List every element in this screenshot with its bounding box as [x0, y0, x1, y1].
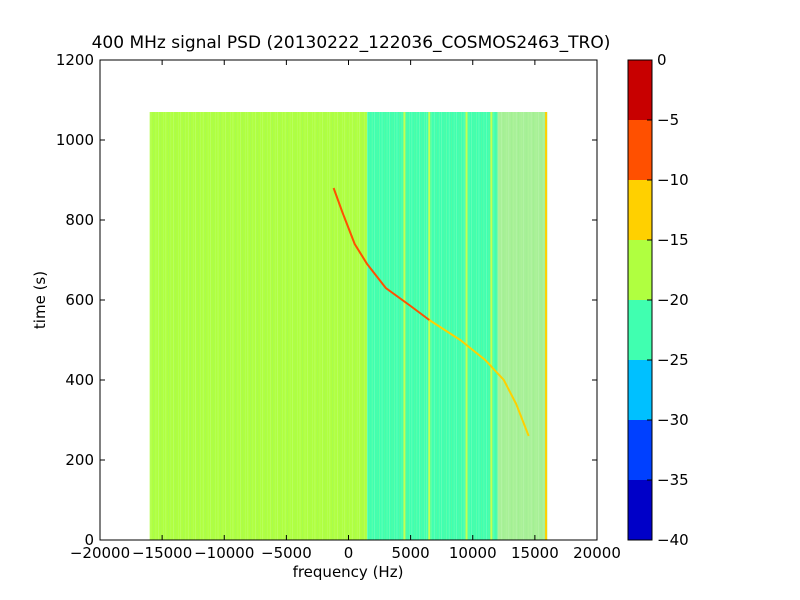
x-tick-label: −15000: [132, 544, 192, 562]
chart-title: 400 MHz signal PSD (20130222_122036_COSM…: [92, 33, 611, 53]
colorbar-swatch: [628, 180, 652, 240]
x-tick-label: −20000: [70, 544, 130, 562]
colorbar-swatch: [628, 300, 652, 360]
heatmap-band-1: [367, 112, 498, 540]
colorbar-tick-label: −20: [657, 291, 689, 309]
y-tick-label: 1200: [56, 51, 94, 69]
colorbar-tick-label: −15: [657, 231, 689, 249]
heatmap-band-2: [497, 112, 548, 540]
colorbar-tick-label: −40: [657, 531, 689, 549]
x-tick-label: 10000: [449, 544, 497, 562]
signal-track-0: [332, 187, 430, 321]
colorbar-tick-label: 0: [657, 51, 667, 69]
y-tick-label: 0: [84, 531, 94, 549]
colorbar-swatch: [628, 60, 652, 120]
colorbar-tick-label: −35: [657, 471, 689, 489]
colorbar-tick-label: −30: [657, 411, 689, 429]
colorbar-swatch: [628, 120, 652, 180]
heatmap-band-0: [149, 112, 368, 540]
colorbar: −40 −35 −30 −25 −20 −15 −10 −5 0: [627, 51, 689, 549]
y-tick-label: 600: [65, 291, 94, 309]
colorbar-swatch: [628, 480, 652, 540]
x-axis-label: frequency (Hz): [293, 563, 404, 581]
y-axis-label: time (s): [31, 271, 49, 329]
spectrogram-heatmap: [149, 112, 548, 540]
x-tick-label: 15000: [511, 544, 559, 562]
y-tick-label: 800: [65, 211, 94, 229]
signal-track-1: [428, 319, 530, 437]
colorbar-tick-label: −10: [657, 171, 689, 189]
colorbar-swatch: [628, 420, 652, 480]
x-tick-label: 5000: [392, 544, 430, 562]
x-tick-label: −5000: [261, 544, 312, 562]
colorbar-swatch: [628, 240, 652, 300]
x-axis-ticks: −20000 −15000 −10000 −5000 0 5000 10000 15000 20…: [70, 60, 621, 562]
x-tick-label: 0: [344, 544, 354, 562]
y-tick-label: 400: [65, 371, 94, 389]
y-tick-label: 1000: [56, 131, 94, 149]
colorbar-tick-label: −25: [657, 351, 689, 369]
colorbar-swatch: [628, 360, 652, 420]
y-tick-label: 200: [65, 451, 94, 469]
x-tick-label: 20000: [573, 544, 621, 562]
x-tick-label: −10000: [194, 544, 254, 562]
y-axis-ticks: 0 200 400 600 800 1000 1200: [56, 51, 597, 549]
colorbar-tick-label: −5: [657, 111, 679, 129]
